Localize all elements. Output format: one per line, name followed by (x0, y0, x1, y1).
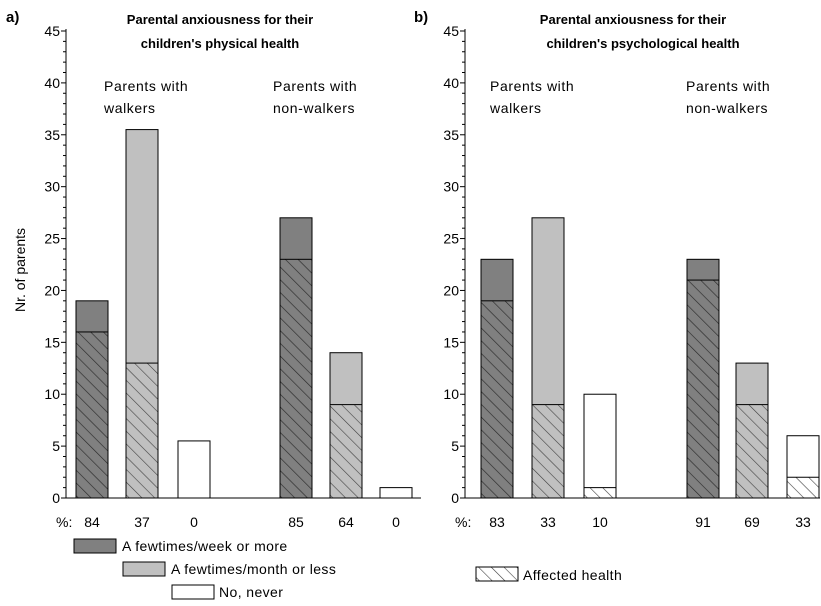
panel-a-percent-label: 0 (392, 514, 400, 530)
panel-a-percent-label: 37 (134, 514, 150, 530)
panel-a-percent-prefix: %: (56, 514, 72, 530)
panel-b-tick-label: 10 (443, 386, 459, 402)
panel-b-title-line2: children's psychological health (546, 36, 739, 51)
panel-b-title-line1: Parental anxiousness for their (540, 12, 726, 27)
panel-b-bar-affected (786, 476, 820, 499)
panel-b-bar-affected (480, 300, 514, 499)
panel-a-tick-label: 15 (44, 334, 60, 350)
panel-b-bar-affected (531, 404, 565, 499)
panel-b-percent-label: 91 (695, 514, 711, 530)
panel-a-group2-label-line2: non-walkers (273, 100, 355, 116)
panel-b-tick-label: 20 (443, 282, 459, 298)
panel-a-group1-label-line1: Parents with (104, 78, 188, 94)
panel-a-group1-label-line2: walkers (103, 100, 156, 116)
panel-b-tick-label: 40 (443, 75, 459, 91)
panel-b-label: b) (414, 9, 428, 26)
panel-a-percent-label: 84 (84, 514, 100, 530)
panel-a-bar-affected (125, 362, 159, 499)
panel-a-tick-label: 35 (44, 127, 60, 143)
panel-a-tick-label: 30 (44, 179, 60, 195)
panel-a-tick-label: 10 (44, 386, 60, 402)
panel-a-label: a) (6, 9, 19, 26)
panel-b-bar (583, 393, 617, 499)
legend-label-week: A fewtimes/week or more (122, 538, 288, 554)
panel-a-tick-label: 20 (44, 282, 60, 298)
legend-swatch-week (73, 538, 117, 554)
panel-a-bar (177, 440, 211, 499)
panel-b-tick-label: 5 (451, 438, 459, 454)
panel-b-percent-label: 83 (489, 514, 505, 530)
panel-b-percent-label: 69 (744, 514, 760, 530)
panel-b-tick-label: 30 (443, 179, 459, 195)
panel-b-percent-label: 33 (540, 514, 556, 530)
legend-label-affected: Affected health (523, 567, 622, 583)
panel-a-tick-label: 40 (44, 75, 60, 91)
panel-b-tick-label: 45 (443, 23, 459, 39)
panel-a-bar-affected (329, 404, 363, 499)
panel-b-tick-label: 25 (443, 231, 459, 247)
panel-b-percent-label: 33 (795, 514, 811, 530)
panel-a-title-line2: children's physical health (141, 36, 299, 51)
panel-a-percent-label: 0 (190, 514, 198, 530)
panel-a-bar-affected (75, 331, 109, 499)
panel-a-tick-label: 45 (44, 23, 60, 39)
panel-a-bar-affected (279, 258, 313, 499)
panel-b-tick-label: 15 (443, 334, 459, 350)
legend-swatch-month (122, 561, 166, 577)
legend-label-never: No, never (219, 584, 283, 600)
panel-b-group2-label-line1: Parents with (686, 78, 770, 94)
panel-b-percent-label: 10 (592, 514, 608, 530)
panel-a-bar (379, 487, 413, 499)
legend-swatch-never (171, 584, 215, 600)
panel-a-tick-label: 5 (52, 438, 60, 454)
panel-b-tick-label: 35 (443, 127, 459, 143)
panel-a-tick-label: 25 (44, 231, 60, 247)
panel-b-group2-label-line2: non-walkers (686, 100, 768, 116)
panel-b-group1-label-line2: walkers (489, 100, 542, 116)
panel-a-group2-label-line1: Parents with (273, 78, 357, 94)
panel-b-bar-affected (735, 404, 769, 499)
panel-a-y-axis-label: Nr. of parents (12, 228, 28, 312)
panel-b-bar-affected (583, 487, 617, 499)
panel-a-title-line1: Parental anxiousness for their (127, 12, 313, 27)
legend-swatch-affected (475, 566, 519, 582)
panel-b-tick-label: 0 (451, 490, 459, 506)
panel-a-percent-label: 64 (338, 514, 354, 530)
panel-a-tick-label: 0 (52, 490, 60, 506)
legend-label-month: A fewtimes/month or less (171, 561, 336, 577)
panel-b-bar-affected (686, 279, 720, 499)
panel-a-percent-label: 85 (288, 514, 304, 530)
panel-b-group1-label-line1: Parents with (490, 78, 574, 94)
panel-b-percent-prefix: %: (455, 514, 471, 530)
